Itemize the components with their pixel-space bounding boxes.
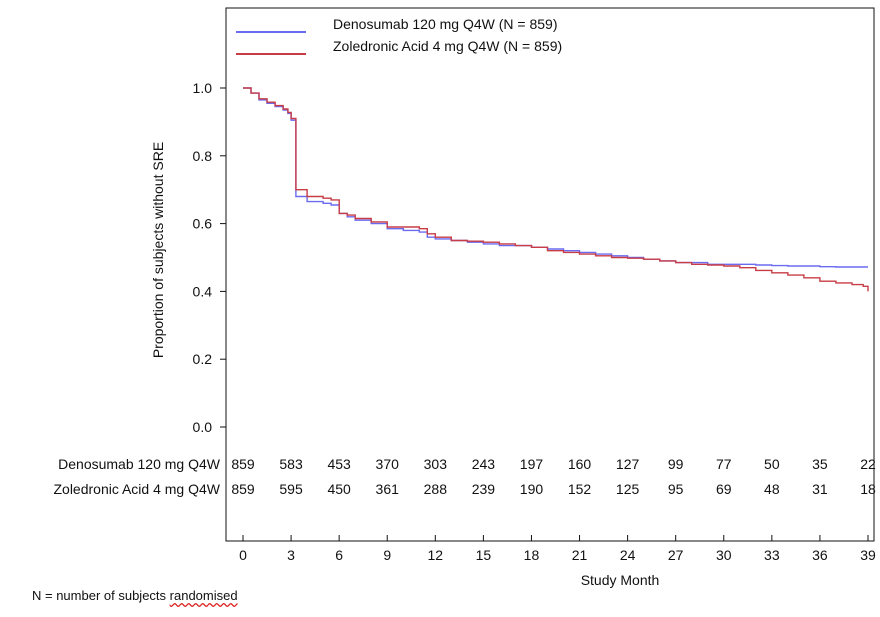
x-axis-label: Study Month	[581, 572, 660, 588]
risk-value: 69	[716, 481, 732, 497]
risk-value: 453	[327, 456, 351, 472]
footnote-text: N = number of subjects	[32, 588, 170, 603]
x-tick-label: 18	[524, 547, 540, 563]
y-tick-label: 0.6	[193, 216, 213, 232]
x-tick-label: 33	[764, 547, 780, 563]
risk-value: 239	[472, 481, 496, 497]
risk-value: 859	[231, 456, 255, 472]
plot-frame	[225, 7, 875, 542]
risk-value: 160	[568, 456, 592, 472]
risk-value: 22	[860, 456, 876, 472]
y-axis: 0.0 0.2 0.4 0.6 0.8 1.0	[193, 80, 226, 435]
risk-value: 243	[472, 456, 496, 472]
x-tick-label: 0	[239, 547, 247, 563]
risk-value: 370	[376, 456, 400, 472]
y-axis-label: Proportion of subjects without SRE	[150, 142, 166, 358]
risk-value: 48	[764, 481, 780, 497]
risk-value: 95	[668, 481, 684, 497]
x-tick-label: 9	[383, 547, 391, 563]
legend-label-denosumab: Denosumab 120 mg Q4W (N = 859)	[333, 16, 558, 32]
risk-value: 99	[668, 456, 684, 472]
risk-value: 583	[279, 456, 303, 472]
risk-value: 31	[812, 481, 828, 497]
x-tick-label: 24	[620, 547, 636, 563]
y-tick-label: 0.2	[193, 351, 213, 367]
risk-value: 50	[764, 456, 780, 472]
risk-value: 288	[424, 481, 448, 497]
series-line-zoledronic	[243, 87, 869, 292]
x-tick-label: 3	[287, 547, 295, 563]
x-tick-label: 39	[860, 547, 876, 563]
risk-value: 18	[860, 481, 876, 497]
risk-value: 127	[616, 456, 640, 472]
y-tick-label: 1.0	[193, 80, 213, 96]
x-tick-label: 30	[716, 547, 732, 563]
risk-value: 303	[424, 456, 448, 472]
risk-value: 77	[716, 456, 732, 472]
y-tick-label: 0.0	[193, 419, 213, 435]
risk-row-label: Denosumab 120 mg Q4W	[58, 456, 221, 472]
risk-value: 859	[231, 481, 255, 497]
footnote: N = number of subjects randomised	[32, 588, 238, 603]
y-tick-label: 0.8	[193, 148, 213, 164]
risk-value: 361	[376, 481, 400, 497]
series-line-denosumab	[243, 87, 868, 268]
series-lines	[243, 87, 869, 292]
risk-value: 450	[327, 481, 351, 497]
risk-value: 152	[568, 481, 592, 497]
x-tick-label: 36	[812, 547, 828, 563]
x-tick-label: 12	[428, 547, 444, 563]
y-tick-label: 0.4	[193, 283, 213, 299]
risk-value: 190	[520, 481, 544, 497]
x-tick-label: 21	[572, 547, 588, 563]
risk-value: 197	[520, 456, 544, 472]
x-tick-label: 27	[668, 547, 684, 563]
x-tick-label: 6	[335, 547, 343, 563]
risk-row-label: Zoledronic Acid 4 mg Q4W	[53, 481, 220, 497]
risk-value: 125	[616, 481, 640, 497]
legend: Denosumab 120 mg Q4W (N = 859) Zoledroni…	[236, 16, 562, 55]
x-tick-label: 15	[476, 547, 492, 563]
risk-table: Denosumab 120 mg Q4W 859 583 453 370 303 243 19…	[53, 456, 876, 497]
risk-value: 35	[812, 456, 828, 472]
risk-value: 595	[279, 481, 303, 497]
footnote-underlined-word: randomised	[169, 588, 238, 603]
x-axis: 0 3 6 9 12 15 18 21 24 27 30 33 36 39	[239, 535, 876, 563]
legend-label-zoledronic: Zoledronic Acid 4 mg Q4W (N = 859)	[333, 38, 562, 54]
